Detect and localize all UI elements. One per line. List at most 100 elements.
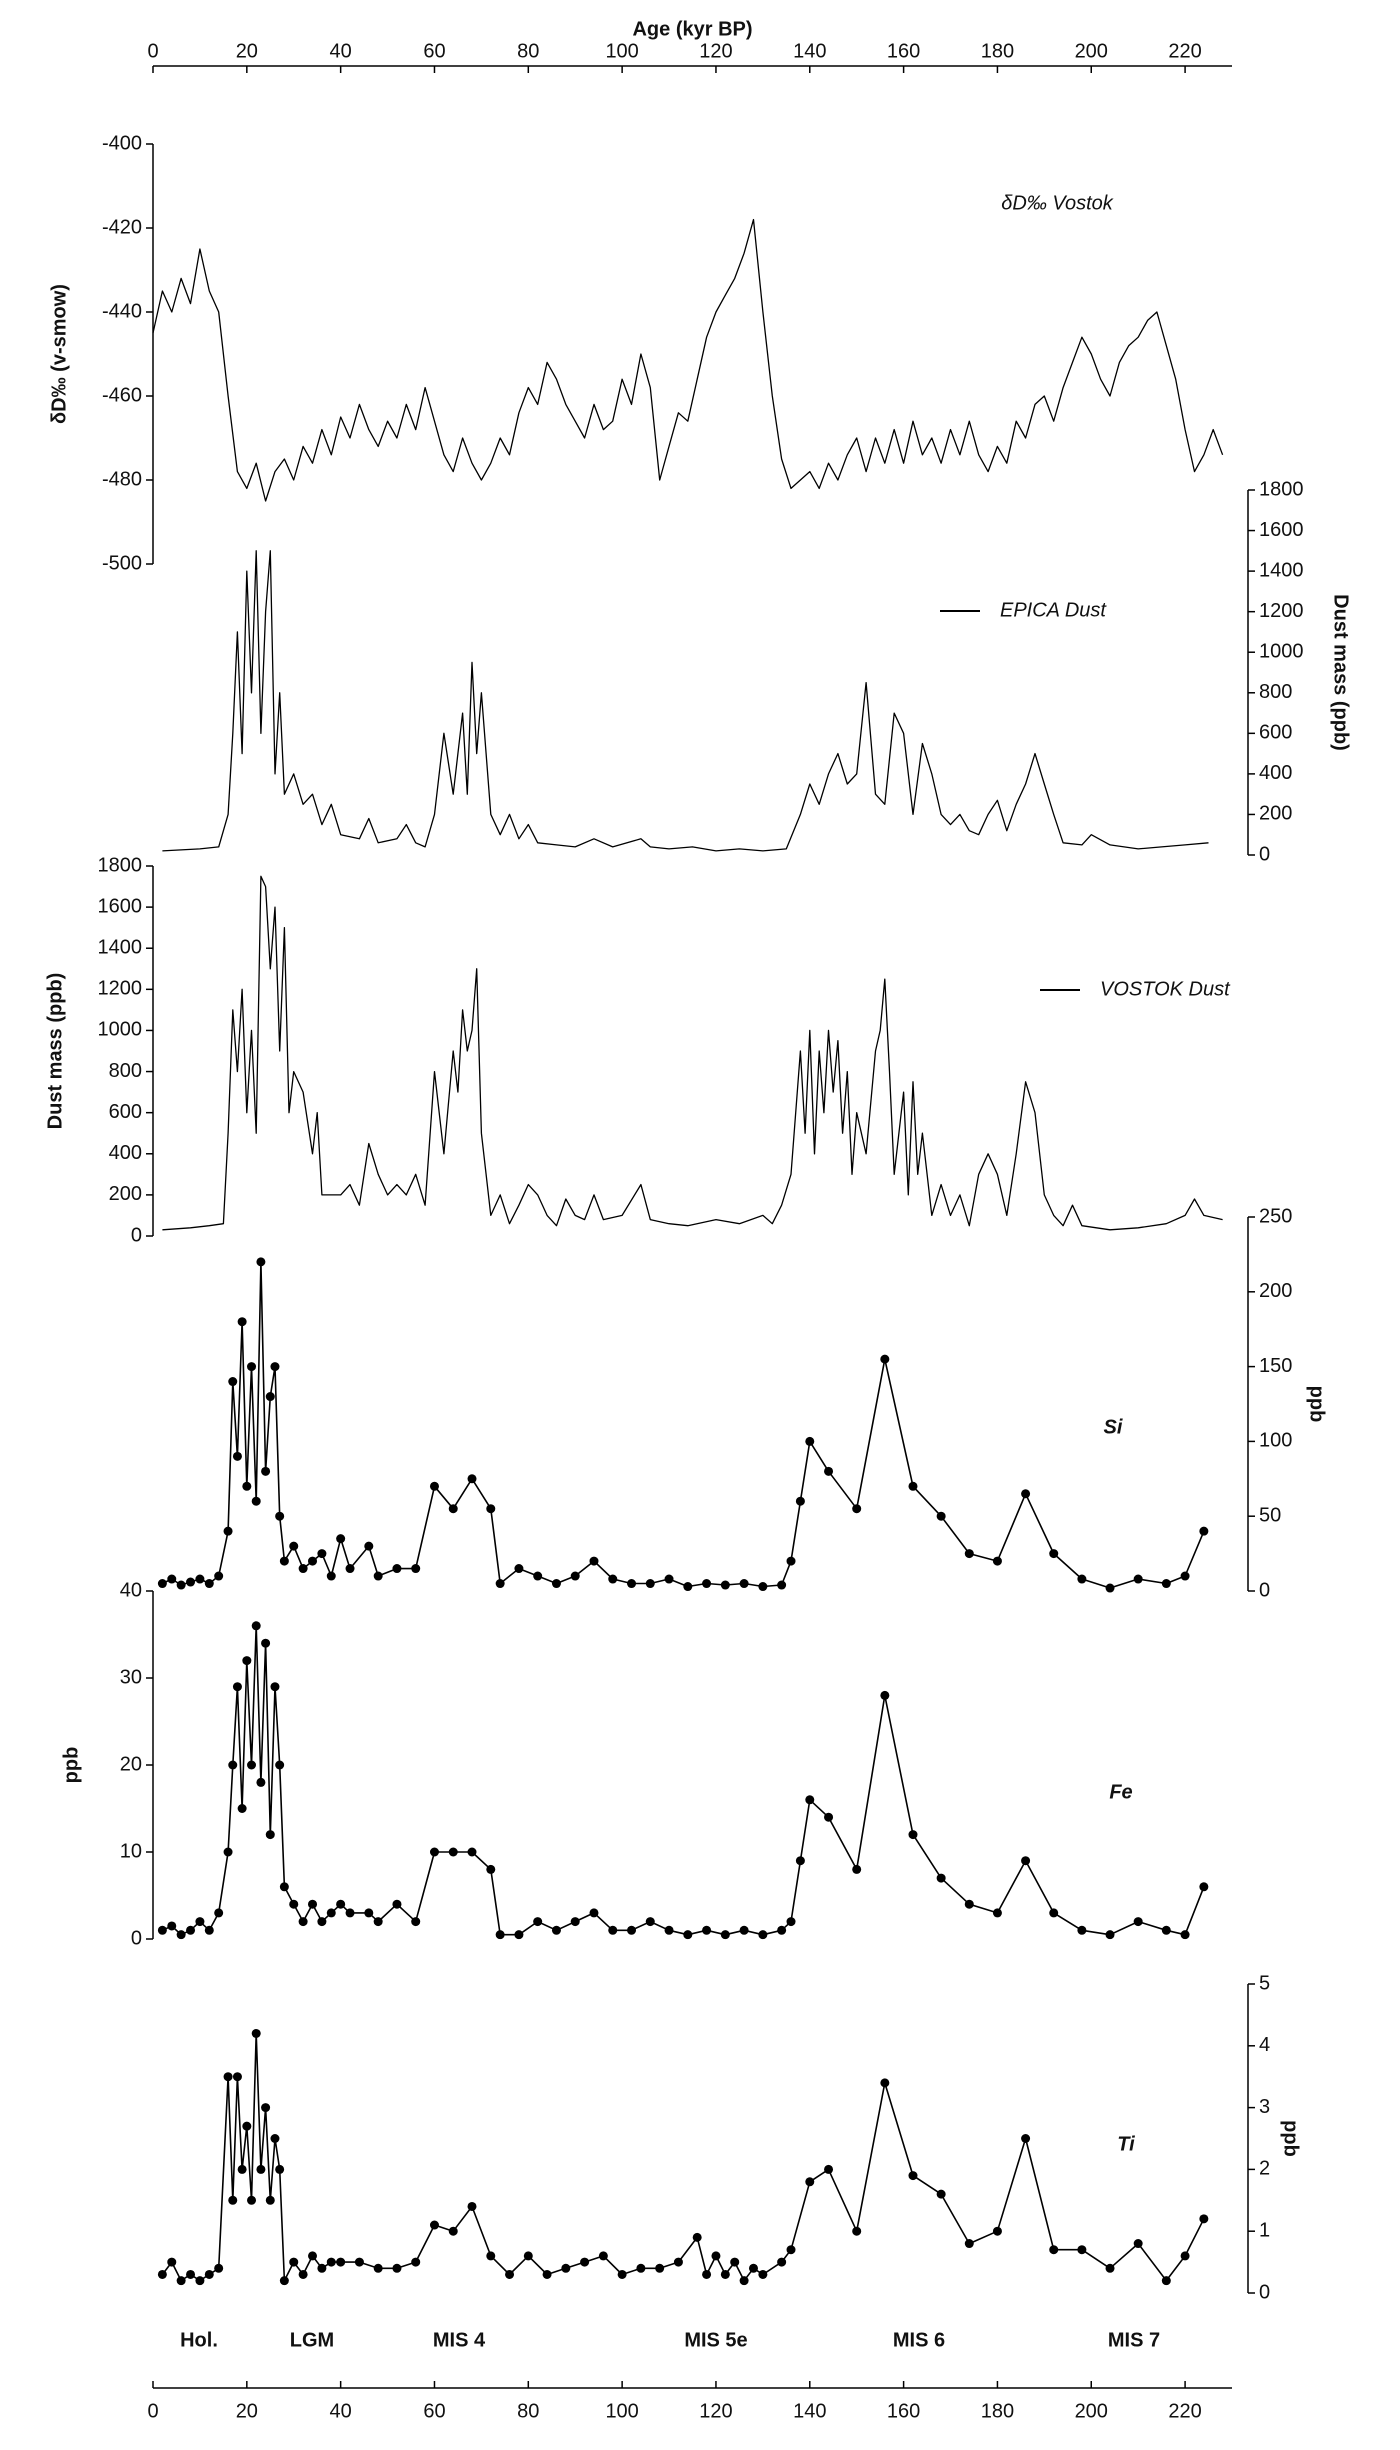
data-point xyxy=(561,2263,571,2273)
data-point xyxy=(824,2164,834,2174)
data-point xyxy=(242,2121,252,2131)
data-point xyxy=(1049,1908,1059,1918)
data-point xyxy=(589,1556,599,1566)
y-tick-label: 1000 xyxy=(1259,641,1304,663)
data-point xyxy=(317,1549,327,1559)
x-tick-label: 100 xyxy=(605,2400,638,2422)
data-point xyxy=(852,1504,862,1514)
data-point xyxy=(195,2276,205,2286)
data-point xyxy=(1180,2251,1190,2261)
data-point xyxy=(326,2257,336,2267)
data-point xyxy=(336,1534,346,1544)
data-point xyxy=(1199,1526,1209,1536)
data-point xyxy=(467,1474,477,1484)
data-point xyxy=(275,1760,285,1770)
data-point xyxy=(627,1925,637,1935)
data-point xyxy=(270,1682,280,1692)
y-tick-label: 3 xyxy=(1259,2096,1270,2118)
data-point xyxy=(645,1579,655,1589)
data-point xyxy=(261,1466,271,1476)
data-point xyxy=(580,2257,590,2267)
x-tick-label: 200 xyxy=(1075,40,1108,62)
x-tick-label: 80 xyxy=(517,40,539,62)
y-tick-label: 400 xyxy=(1259,762,1292,784)
data-point xyxy=(279,1882,289,1892)
data-point xyxy=(232,2072,242,2082)
data-point xyxy=(908,1830,918,1840)
y-tick-label: -460 xyxy=(102,384,142,406)
y-tick-label: 1000 xyxy=(98,1019,143,1041)
data-point xyxy=(336,2257,346,2267)
data-point xyxy=(214,1908,224,1918)
data-point xyxy=(326,1908,336,1918)
data-point xyxy=(683,1930,693,1940)
period-label: Hol. xyxy=(180,2329,218,2351)
data-point xyxy=(373,1571,383,1581)
data-point xyxy=(261,2103,271,2113)
x-tick-label: 60 xyxy=(423,40,445,62)
data-point xyxy=(1199,1882,1209,1892)
data-point xyxy=(411,1564,421,1574)
data-point xyxy=(256,2164,266,2174)
data-point xyxy=(880,1354,890,1364)
data-point xyxy=(279,2276,289,2286)
data-point xyxy=(805,1436,815,1446)
data-point xyxy=(242,1656,252,1666)
y-axis-label: ppb xyxy=(1306,1386,1328,1423)
x-tick-label: 0 xyxy=(147,2400,158,2422)
data-point xyxy=(411,1917,421,1927)
y-tick-label: 1200 xyxy=(98,978,143,1000)
data-point xyxy=(345,1564,355,1574)
data-point xyxy=(265,1392,275,1402)
data-point xyxy=(1133,1574,1143,1584)
data-point xyxy=(429,1481,439,1491)
data-point xyxy=(364,1908,374,1918)
y-tick-label: -500 xyxy=(102,552,142,574)
data-point xyxy=(448,1847,458,1857)
data-point xyxy=(777,2257,787,2267)
data-point xyxy=(636,2263,646,2273)
x-tick-label: 100 xyxy=(605,40,638,62)
data-line xyxy=(162,1625,1205,1936)
y-axis-label: ppb xyxy=(60,1747,82,1784)
data-point xyxy=(1133,1917,1143,1927)
data-point xyxy=(214,1571,224,1581)
data-point xyxy=(936,2189,946,2199)
data-point xyxy=(176,1580,186,1590)
data-point xyxy=(204,1579,214,1589)
data-point xyxy=(265,1830,275,1840)
y-tick-label: 600 xyxy=(1259,722,1292,744)
data-point xyxy=(1180,1571,1190,1581)
data-point xyxy=(204,1925,214,1935)
data-point xyxy=(730,2257,740,2267)
data-point xyxy=(702,1925,712,1935)
period-label: MIS 7 xyxy=(1108,2329,1160,2351)
data-line xyxy=(162,550,1209,852)
data-point xyxy=(739,1579,749,1589)
data-point xyxy=(326,1571,336,1581)
annotation: δD‰ Vostok xyxy=(1001,192,1114,214)
y-tick-label: 200 xyxy=(1259,803,1292,825)
data-point xyxy=(514,1564,524,1574)
data-point xyxy=(176,2276,186,2286)
y-tick-label: -440 xyxy=(102,300,142,322)
data-point xyxy=(247,2195,257,2205)
data-point xyxy=(223,1847,233,1857)
legend-label: VOSTOK Dust xyxy=(1100,978,1231,1000)
y-tick-label: 1 xyxy=(1259,2219,1270,2241)
y-tick-label: 1600 xyxy=(1259,519,1304,541)
data-point xyxy=(664,1574,674,1584)
data-point xyxy=(167,1574,177,1584)
period-label: MIS 4 xyxy=(433,2329,486,2351)
x-tick-label: 140 xyxy=(793,2400,826,2422)
data-point xyxy=(1180,1930,1190,1940)
data-point xyxy=(392,2263,402,2273)
y-tick-label: 1800 xyxy=(98,854,143,876)
x-tick-label: 80 xyxy=(517,2400,539,2422)
data-point xyxy=(186,2269,196,2279)
data-point xyxy=(852,2226,862,2236)
data-point xyxy=(251,2028,261,2038)
data-point xyxy=(237,1804,247,1813)
data-point xyxy=(157,1925,167,1935)
data-point xyxy=(265,2195,275,2205)
